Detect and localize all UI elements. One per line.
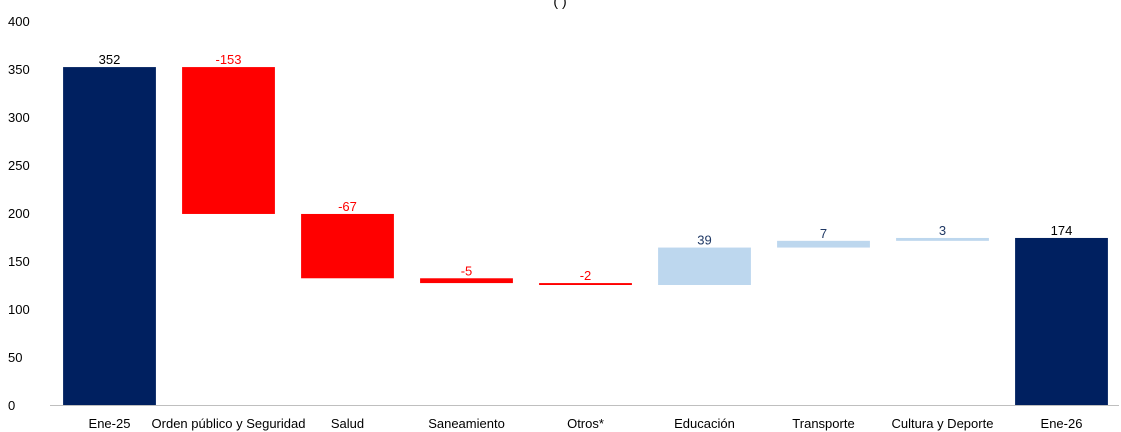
bar-increase [896, 237, 989, 241]
category-label: Ene-25 [89, 416, 131, 431]
bar-increase [658, 247, 751, 285]
category-label: Ene-26 [1041, 416, 1083, 431]
bar-decrease [539, 283, 632, 285]
category-label: Orden público y Seguridad [152, 416, 306, 431]
bar-decrease [182, 67, 275, 214]
y-tick-label: 150 [8, 254, 30, 269]
y-tick-label: 400 [8, 14, 30, 29]
chart-title: ( ) [553, 0, 566, 9]
category-labels: Ene-25 Orden público y Seguridad Salud Sane… [89, 416, 1083, 431]
data-labels: 352 -153 -67 -5 -2 39 7 3 174 [99, 52, 1073, 283]
data-label: 7 [820, 226, 827, 241]
bars [63, 67, 1108, 405]
data-label: -2 [580, 268, 592, 283]
data-label: -153 [215, 52, 241, 67]
bar-decrease [301, 213, 394, 279]
bar-total [63, 67, 156, 405]
bar-decrease [420, 278, 513, 284]
axes: 0 50 100 150 200 250 300 350 400 [8, 14, 1119, 413]
category-label: Educación [674, 416, 735, 431]
category-label: Saneamiento [428, 416, 505, 431]
data-label: 352 [99, 52, 121, 67]
category-label: Salud [331, 416, 364, 431]
bar-increase [777, 240, 870, 248]
y-tick-label: 200 [8, 206, 30, 221]
data-label: -67 [338, 199, 357, 214]
y-tick-label: 0 [8, 398, 15, 413]
bar-total [1015, 237, 1108, 405]
y-tick-label: 350 [8, 62, 30, 77]
y-tick-label: 250 [8, 158, 30, 173]
y-tick-label: 100 [8, 302, 30, 317]
category-label: Transporte [792, 416, 854, 431]
data-label: 174 [1051, 223, 1073, 238]
data-label: 3 [939, 223, 946, 238]
y-tick-label: 300 [8, 110, 30, 125]
category-label: Otros* [567, 416, 604, 431]
data-label: -5 [461, 263, 473, 278]
category-label: Cultura y Deporte [892, 416, 994, 431]
y-tick-label: 50 [8, 350, 22, 365]
data-label: 39 [697, 233, 711, 248]
